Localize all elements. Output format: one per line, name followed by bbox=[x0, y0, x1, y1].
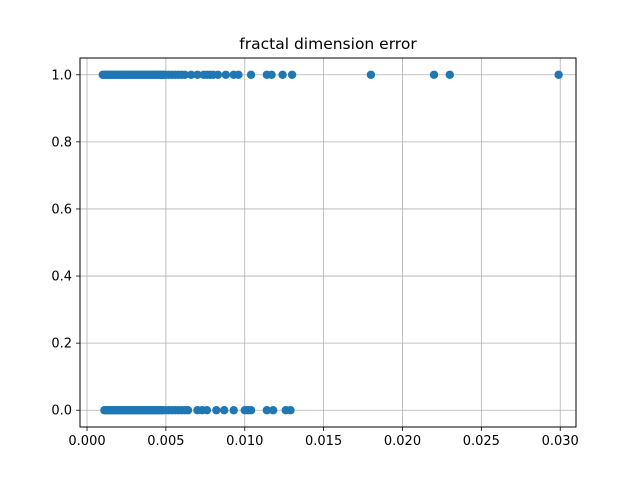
data-point bbox=[183, 406, 193, 415]
x-axis-ticks: 0.000 0.005 0.010 0.015 0.020 0.025 0.030 bbox=[68, 427, 579, 449]
data-point bbox=[268, 406, 278, 415]
data-point bbox=[246, 406, 256, 415]
data-point bbox=[234, 70, 243, 79]
x-tick-label: 0.020 bbox=[384, 434, 421, 449]
data-point bbox=[213, 70, 223, 79]
grid-lines bbox=[80, 58, 576, 427]
y-tick-label: 0.0 bbox=[51, 404, 72, 419]
y-tick-label: 0.4 bbox=[51, 270, 72, 285]
data-point bbox=[278, 70, 287, 79]
data-point bbox=[193, 70, 202, 79]
data-point bbox=[262, 406, 272, 415]
y-tick-label: 0.6 bbox=[51, 202, 72, 217]
x-tick-label: 0.030 bbox=[542, 434, 579, 449]
y-tick-label: 0.8 bbox=[51, 135, 72, 150]
data-point bbox=[221, 70, 231, 79]
data-point bbox=[220, 406, 229, 415]
data-point bbox=[246, 70, 256, 79]
data-point bbox=[267, 70, 276, 79]
x-tick-label: 0.005 bbox=[147, 434, 184, 449]
y-tick-label: 1.0 bbox=[51, 68, 72, 83]
x-tick-label: 0.025 bbox=[463, 434, 500, 449]
x-tick-label: 0.010 bbox=[226, 434, 263, 449]
data-point bbox=[287, 70, 297, 79]
x-tick-label: 0.000 bbox=[68, 434, 105, 449]
data-point bbox=[229, 406, 238, 415]
data-point bbox=[202, 406, 212, 415]
y-axis-ticks: 0.0 0.2 0.4 0.6 0.8 1.0 bbox=[51, 68, 80, 419]
data-points bbox=[98, 70, 563, 415]
plot-frame bbox=[79, 57, 577, 428]
data-point bbox=[186, 70, 196, 79]
data-point bbox=[445, 70, 455, 79]
chart-title: fractal dimension error bbox=[239, 35, 417, 53]
data-point bbox=[286, 406, 295, 415]
data-point bbox=[554, 70, 563, 79]
x-tick-label: 0.015 bbox=[305, 434, 342, 449]
data-point bbox=[429, 70, 439, 79]
data-point bbox=[180, 70, 190, 79]
data-point bbox=[366, 70, 376, 79]
y-tick-label: 0.2 bbox=[51, 337, 72, 352]
data-point bbox=[212, 406, 221, 415]
